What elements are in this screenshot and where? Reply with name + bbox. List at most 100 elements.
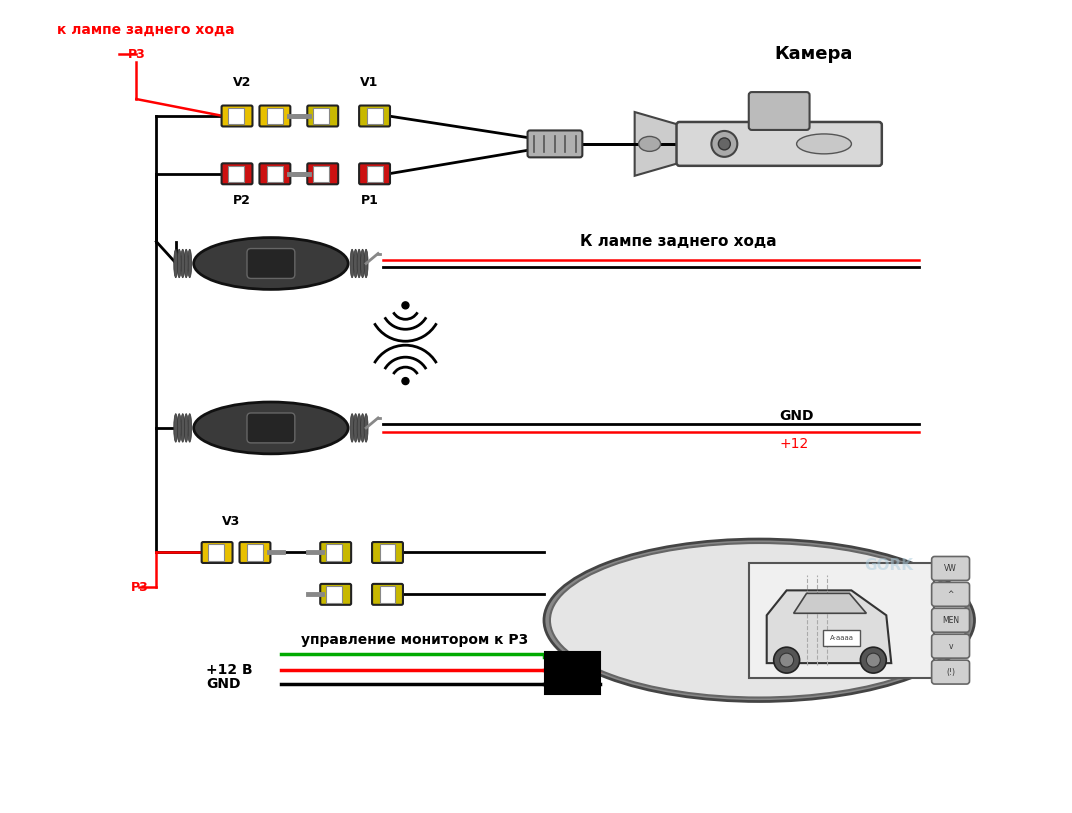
FancyBboxPatch shape	[321, 542, 352, 563]
Text: ^: ^	[948, 590, 954, 599]
FancyBboxPatch shape	[308, 106, 338, 127]
Ellipse shape	[177, 250, 181, 278]
FancyBboxPatch shape	[259, 106, 291, 127]
Ellipse shape	[351, 250, 354, 278]
Ellipse shape	[194, 237, 348, 289]
Text: +12 В: +12 В	[206, 663, 253, 677]
Ellipse shape	[194, 402, 348, 454]
Ellipse shape	[354, 414, 358, 442]
FancyBboxPatch shape	[748, 92, 809, 130]
Text: P2: P2	[233, 193, 251, 207]
FancyBboxPatch shape	[379, 545, 396, 561]
FancyBboxPatch shape	[259, 163, 291, 185]
FancyBboxPatch shape	[222, 163, 253, 185]
Polygon shape	[635, 112, 680, 176]
Text: V3: V3	[222, 515, 240, 528]
Circle shape	[774, 647, 800, 673]
Ellipse shape	[188, 250, 192, 278]
Text: V1: V1	[360, 76, 378, 89]
Ellipse shape	[357, 414, 361, 442]
Ellipse shape	[360, 414, 364, 442]
FancyBboxPatch shape	[359, 163, 390, 185]
Ellipse shape	[174, 250, 178, 278]
Text: VW: VW	[944, 564, 957, 573]
Text: GORK: GORK	[864, 558, 913, 573]
FancyBboxPatch shape	[932, 634, 969, 659]
Ellipse shape	[351, 414, 354, 442]
Circle shape	[718, 138, 730, 150]
FancyBboxPatch shape	[932, 660, 969, 684]
Ellipse shape	[174, 414, 178, 442]
FancyBboxPatch shape	[202, 542, 233, 563]
Circle shape	[779, 653, 793, 667]
FancyBboxPatch shape	[367, 166, 383, 182]
Text: MEN: MEN	[942, 615, 959, 624]
Ellipse shape	[357, 250, 361, 278]
FancyBboxPatch shape	[208, 545, 224, 561]
Circle shape	[402, 302, 408, 309]
Text: P1: P1	[360, 193, 378, 207]
Ellipse shape	[188, 414, 192, 442]
FancyBboxPatch shape	[247, 249, 295, 278]
Ellipse shape	[550, 543, 968, 698]
Text: к лампе заднего хода: к лампе заднего хода	[57, 22, 235, 37]
Ellipse shape	[364, 414, 368, 442]
FancyBboxPatch shape	[822, 630, 861, 646]
Ellipse shape	[639, 137, 660, 151]
FancyBboxPatch shape	[247, 545, 263, 561]
FancyBboxPatch shape	[326, 545, 342, 561]
FancyBboxPatch shape	[379, 586, 396, 602]
FancyBboxPatch shape	[545, 652, 599, 694]
Ellipse shape	[184, 414, 189, 442]
FancyBboxPatch shape	[239, 542, 270, 563]
FancyBboxPatch shape	[359, 106, 390, 127]
Circle shape	[861, 647, 887, 673]
Ellipse shape	[354, 250, 358, 278]
Ellipse shape	[177, 414, 181, 442]
FancyBboxPatch shape	[313, 108, 329, 124]
Ellipse shape	[544, 539, 974, 702]
Circle shape	[712, 131, 738, 157]
FancyBboxPatch shape	[222, 106, 253, 127]
FancyBboxPatch shape	[267, 166, 283, 182]
FancyBboxPatch shape	[932, 608, 969, 633]
Polygon shape	[766, 590, 891, 663]
FancyBboxPatch shape	[372, 542, 403, 563]
FancyBboxPatch shape	[227, 166, 243, 182]
FancyBboxPatch shape	[932, 582, 969, 606]
FancyBboxPatch shape	[308, 163, 338, 185]
Text: v: v	[949, 641, 953, 650]
FancyBboxPatch shape	[313, 166, 329, 182]
Ellipse shape	[364, 250, 368, 278]
Ellipse shape	[796, 134, 851, 154]
FancyBboxPatch shape	[321, 584, 352, 605]
Text: (!): (!)	[947, 667, 955, 676]
Text: +12: +12	[779, 437, 808, 451]
Text: GND: GND	[206, 677, 240, 691]
Text: К лампе заднего хода: К лампе заднего хода	[580, 234, 776, 249]
FancyBboxPatch shape	[227, 108, 243, 124]
FancyBboxPatch shape	[527, 130, 582, 158]
Text: GND: GND	[779, 409, 814, 423]
Text: Камера: Камера	[775, 46, 853, 63]
FancyBboxPatch shape	[372, 584, 403, 605]
FancyBboxPatch shape	[676, 122, 882, 166]
FancyBboxPatch shape	[367, 108, 383, 124]
Polygon shape	[793, 593, 866, 613]
Text: P3: P3	[128, 48, 145, 61]
Ellipse shape	[181, 250, 184, 278]
FancyBboxPatch shape	[326, 586, 342, 602]
Ellipse shape	[181, 414, 184, 442]
Text: A·aaaa: A·aaaa	[830, 635, 853, 641]
FancyBboxPatch shape	[749, 563, 934, 677]
Circle shape	[866, 653, 880, 667]
Text: P3: P3	[131, 580, 148, 593]
FancyBboxPatch shape	[932, 556, 969, 580]
Ellipse shape	[360, 250, 364, 278]
FancyBboxPatch shape	[267, 108, 283, 124]
Circle shape	[402, 377, 408, 385]
Text: V2: V2	[233, 76, 251, 89]
Ellipse shape	[184, 250, 189, 278]
FancyBboxPatch shape	[247, 413, 295, 443]
Text: управление монитором к P3: управление монитором к P3	[301, 633, 528, 647]
